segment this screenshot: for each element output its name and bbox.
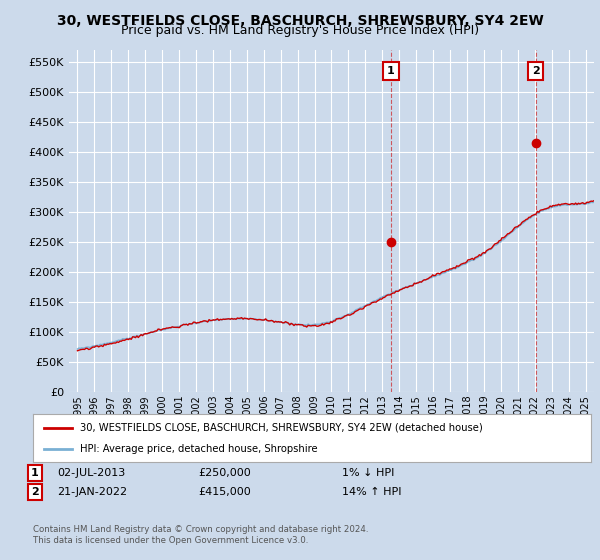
Text: 1: 1 [387, 67, 395, 76]
Text: Contains HM Land Registry data © Crown copyright and database right 2024.
This d: Contains HM Land Registry data © Crown c… [33, 525, 368, 545]
Text: 30, WESTFIELDS CLOSE, BASCHURCH, SHREWSBURY, SY4 2EW: 30, WESTFIELDS CLOSE, BASCHURCH, SHREWSB… [56, 14, 544, 28]
Text: HPI: Average price, detached house, Shropshire: HPI: Average price, detached house, Shro… [80, 444, 318, 454]
Text: £415,000: £415,000 [198, 487, 251, 497]
Text: 02-JUL-2013: 02-JUL-2013 [57, 468, 125, 478]
Text: 2: 2 [532, 67, 539, 76]
Text: £250,000: £250,000 [198, 468, 251, 478]
Text: 14% ↑ HPI: 14% ↑ HPI [342, 487, 401, 497]
Text: 30, WESTFIELDS CLOSE, BASCHURCH, SHREWSBURY, SY4 2EW (detached house): 30, WESTFIELDS CLOSE, BASCHURCH, SHREWSB… [80, 423, 483, 433]
Text: 1% ↓ HPI: 1% ↓ HPI [342, 468, 394, 478]
Text: 1: 1 [31, 468, 38, 478]
Text: 21-JAN-2022: 21-JAN-2022 [57, 487, 127, 497]
Text: Price paid vs. HM Land Registry's House Price Index (HPI): Price paid vs. HM Land Registry's House … [121, 24, 479, 37]
Text: 2: 2 [31, 487, 38, 497]
